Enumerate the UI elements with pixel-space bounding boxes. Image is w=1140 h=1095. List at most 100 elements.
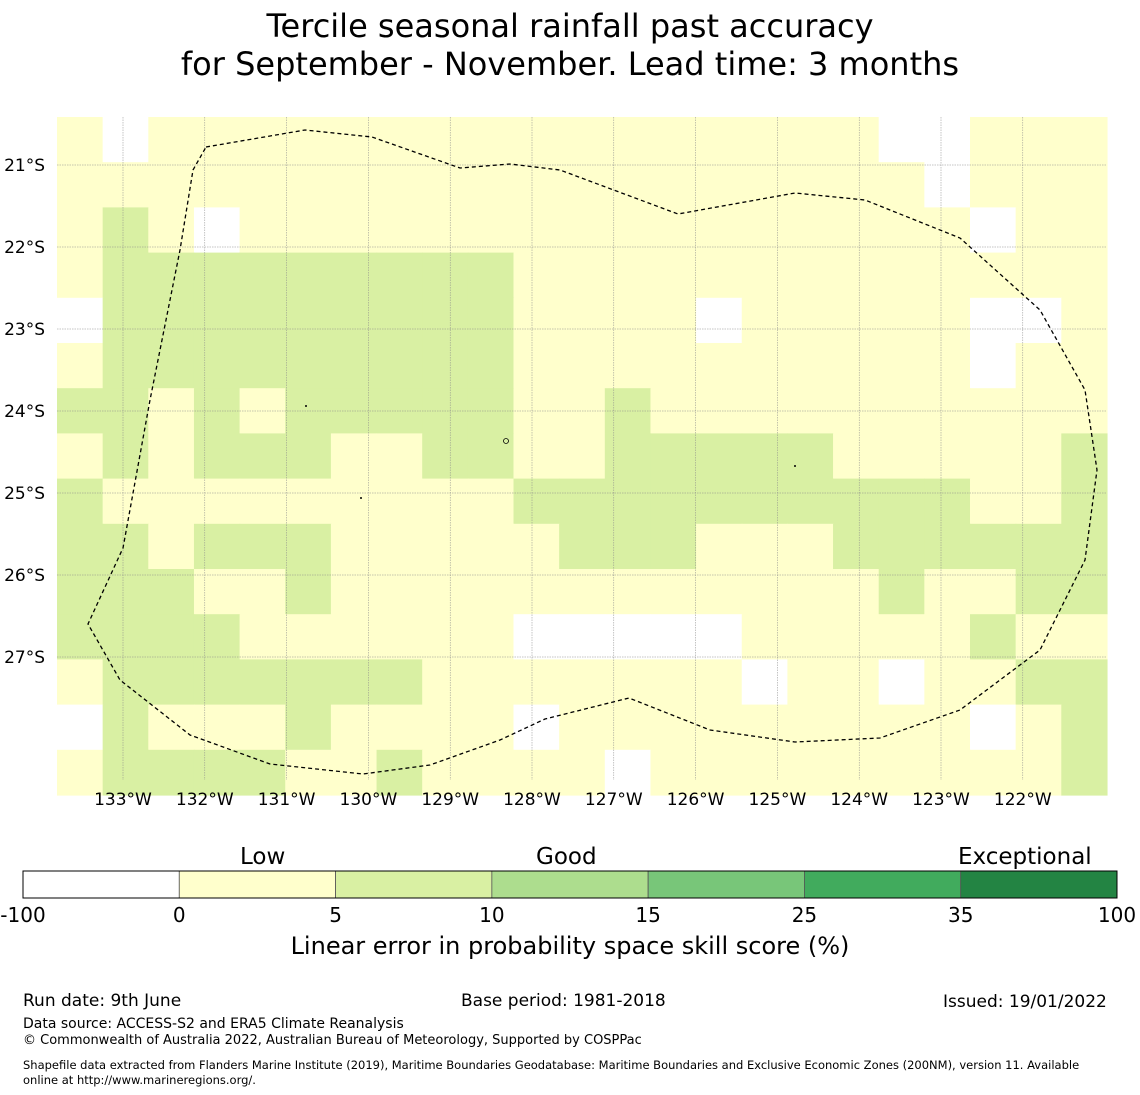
grid-cell <box>102 433 149 480</box>
grid-cell <box>604 252 652 299</box>
grid-cell <box>696 433 743 480</box>
grid-cell <box>467 433 515 480</box>
graticule <box>57 117 1106 780</box>
grid-cell <box>57 704 104 751</box>
grid-cell <box>924 252 971 299</box>
grid-cell <box>924 433 971 480</box>
grid-cell <box>57 614 104 660</box>
shapefile-credit-line1: Shapefile data extracted from Flanders M… <box>23 1058 1080 1072</box>
longitude-label: 125°W <box>749 790 807 810</box>
grid-cell <box>696 659 743 706</box>
grid-cell <box>57 297 104 344</box>
grid-cell <box>376 478 423 525</box>
grid-cell <box>1061 433 1108 480</box>
grid-cell <box>376 117 423 163</box>
longitude-label: 127°W <box>585 790 643 810</box>
grid-cell <box>604 117 652 163</box>
grid-cell <box>285 478 332 525</box>
grid-cell <box>741 614 788 660</box>
grid-cell <box>833 749 880 796</box>
longitude-label: 132°W <box>176 790 234 810</box>
latitude-label: 22°S <box>4 238 45 258</box>
grid-cell <box>559 117 606 163</box>
grid-cell <box>924 478 971 525</box>
grid-cell <box>787 343 834 389</box>
grid-cell <box>102 162 149 208</box>
grid-cell <box>57 117 104 163</box>
grid-cell <box>102 523 149 570</box>
grid-cell <box>239 478 286 525</box>
category-low: Low <box>240 844 286 870</box>
grid-cell <box>239 207 286 254</box>
grid-cell <box>193 297 241 344</box>
grid-cell <box>467 749 515 796</box>
grid-cell <box>513 207 560 254</box>
grid-cell <box>1015 704 1062 751</box>
grid-cell <box>787 704 834 751</box>
grid-cell <box>330 117 378 163</box>
grid-cell <box>330 162 378 208</box>
grid-cell <box>1015 749 1062 796</box>
grid-cell <box>422 343 469 389</box>
grid-cell <box>148 523 195 570</box>
grid-cell <box>239 117 286 163</box>
grid-cell <box>376 343 423 389</box>
grid-cell <box>650 614 697 660</box>
grid-cell <box>741 478 788 525</box>
grid-cell <box>833 297 880 344</box>
grid-cell <box>650 297 697 344</box>
grid-cell <box>193 207 241 254</box>
grid-cell <box>239 569 286 615</box>
grid-cell <box>878 569 925 615</box>
grid-cell <box>559 704 606 751</box>
grid-cell <box>57 659 104 706</box>
latitude-label: 21°S <box>4 156 45 176</box>
grid-cell <box>833 704 880 751</box>
grid-cell <box>970 117 1017 163</box>
grid-cell <box>148 297 195 344</box>
grid-cell <box>604 162 652 208</box>
grid-cell <box>970 207 1017 254</box>
grid-cell <box>148 388 195 434</box>
grid-cell <box>970 569 1017 615</box>
map-title-line2: for September - November. Lead time: 3 m… <box>180 45 960 83</box>
grid-cell <box>239 162 286 208</box>
grid-cell <box>330 614 378 660</box>
grid-cell <box>148 343 195 389</box>
grid-cell <box>102 478 149 525</box>
grid-cell <box>787 659 834 706</box>
longitude-label: 129°W <box>421 790 479 810</box>
colorbar-tick-label: -100 <box>0 903 46 927</box>
grid-cell <box>513 704 560 751</box>
grid-cell <box>102 749 149 796</box>
grid-cell <box>787 749 834 796</box>
grid-cell <box>239 614 286 660</box>
grid-cell <box>559 523 606 570</box>
grid-cell <box>467 569 515 615</box>
grid-cell <box>696 297 743 344</box>
grid-cell <box>239 749 286 796</box>
grid-cell <box>1015 523 1062 570</box>
grid-cell <box>833 252 880 299</box>
grid-cell <box>696 614 743 660</box>
grid-cell <box>604 207 652 254</box>
longitude-label: 124°W <box>830 790 888 810</box>
grid-cell <box>833 478 880 525</box>
copyright: © Commonwealth of Australia 2022, Austra… <box>23 1033 642 1048</box>
grid-cell <box>376 297 423 344</box>
grid-cell <box>650 433 697 480</box>
grid-cell <box>285 749 332 796</box>
grid-cell <box>604 659 652 706</box>
grid-cell <box>513 433 560 480</box>
grid-cell <box>559 749 606 796</box>
grid-cell <box>376 569 423 615</box>
grid-cell <box>1061 117 1108 163</box>
grid-cell <box>239 523 286 570</box>
grid-cell <box>604 704 652 751</box>
grid-cell <box>970 749 1017 796</box>
grid-cell <box>787 162 834 208</box>
grid-cell <box>467 162 515 208</box>
grid-cell <box>467 659 515 706</box>
grid-cell <box>1015 569 1062 615</box>
grid-cell <box>376 162 423 208</box>
